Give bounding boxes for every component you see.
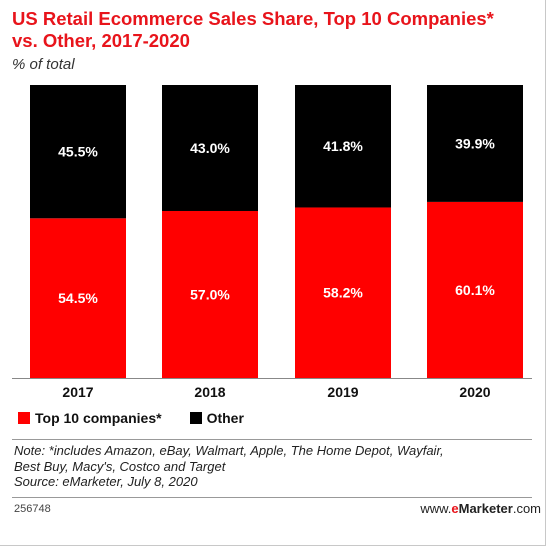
brand-suffix: .com — [512, 501, 541, 516]
chart-subtitle: % of total — [12, 56, 75, 73]
note-line-1: Note: *includes Amazon, eBay, Walmart, A… — [14, 443, 444, 458]
stacked-bar-chart: 54.5% 45.5% 2017 57.0% 43.0% 2018 58.2% 41.8% 20… — [12, 85, 532, 400]
chart-id: 256748 — [14, 503, 51, 515]
legend-item-top10: Top 10 companies* — [18, 410, 162, 426]
bar-other-2020 — [427, 85, 523, 202]
brand-prefix: www. — [420, 501, 452, 516]
data-label-other-2020: 39.9% — [455, 135, 495, 151]
chart-title-line-2: vs. Other, 2017-2020 — [12, 30, 190, 51]
source-line: Source: eMarketer, July 8, 2020 — [14, 474, 198, 489]
data-label-top10-2020: 60.1% — [455, 282, 495, 298]
brand-link[interactable]: www.eMarketer.com — [420, 501, 541, 516]
chart-title-line-1: US Retail Ecommerce Sales Share, Top 10 … — [12, 8, 494, 29]
data-label-other-2017: 45.5% — [58, 144, 98, 160]
x-tick-label-2018: 2018 — [194, 384, 225, 400]
legend-item-other: Other — [189, 410, 244, 426]
x-tick-label-2020: 2020 — [459, 384, 490, 400]
legend-label-other: Other — [206, 410, 244, 426]
legend-swatch-other — [189, 412, 202, 424]
note-divider — [12, 439, 532, 440]
legend-swatch-top10 — [18, 412, 30, 424]
brand-accent: e — [451, 501, 459, 516]
data-label-top10-2019: 58.2% — [323, 285, 363, 301]
bar-top10-2020 — [427, 201, 523, 378]
brand-main: Marketer — [458, 501, 513, 516]
bar-other-2017 — [30, 85, 126, 219]
data-label-other-2019: 41.8% — [323, 138, 363, 154]
bar-top10-2019 — [295, 207, 391, 378]
note-line-2: Best Buy, Macy's, Costco and Target — [14, 458, 226, 474]
legend: Top 10 companies* Other — [18, 410, 272, 426]
bar-other-2018 — [162, 85, 258, 211]
bar-top10-2017 — [30, 218, 126, 378]
footer-divider — [12, 497, 532, 498]
data-label-top10-2018: 57.0% — [190, 286, 230, 302]
x-tick-label-2017: 2017 — [62, 384, 93, 400]
x-tick-label-2019: 2019 — [327, 384, 358, 400]
chart-notes: Note: *includes Amazon, eBay, Walmart, A… — [14, 443, 534, 490]
legend-label-top10: Top 10 companies* — [35, 410, 162, 426]
bar-other-2019 — [295, 85, 391, 208]
data-label-top10-2017: 54.5% — [58, 290, 98, 306]
chart-frame — [0, 0, 546, 546]
bar-top10-2018 — [162, 210, 258, 378]
data-label-other-2018: 43.0% — [190, 140, 230, 156]
